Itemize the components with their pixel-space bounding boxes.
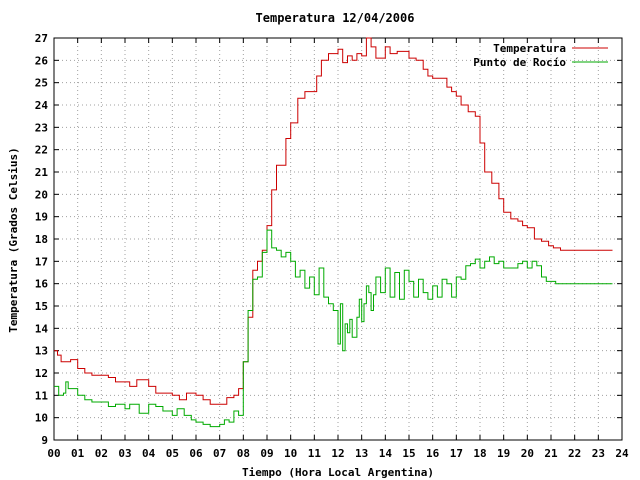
x-tick-label: 19 [497,447,510,460]
legend-label-1: Temperatura [493,42,566,55]
y-tick-label: 23 [35,121,48,134]
x-tick-label: 21 [544,447,558,460]
y-tick-label: 16 [35,278,49,291]
y-axis-label: Temperatura (Grados Celsius) [7,147,20,332]
x-tick-label: 03 [118,447,131,460]
y-tick-label: 27 [35,32,48,45]
x-tick-label: 13 [355,447,368,460]
x-tick-label: 23 [592,447,605,460]
x-tick-label: 14 [379,447,393,460]
y-tick-label: 11 [35,389,49,402]
x-tick-label: 08 [237,447,250,460]
x-tick-label: 04 [142,447,156,460]
y-tick-label: 9 [41,434,48,447]
grid-lines [54,38,622,440]
y-tick-label: 14 [35,322,49,335]
axis-ticks: 00 01 02 03 04 05 06 07 08 09 10 11 12 13 14 15 16 17 18 19… [35,32,629,460]
series-line-2 [54,229,613,428]
y-tick-label: 18 [35,233,48,246]
x-tick-label: 11 [308,447,322,460]
y-tick-label: 24 [35,99,49,112]
y-tick-label: 10 [35,412,48,425]
y-tick-label: 20 [35,188,48,201]
y-tick-label: 22 [35,144,48,157]
legend-label-2: Punto de Rocío [473,56,566,69]
x-tick-label: 10 [284,447,297,460]
y-tick-label: 15 [35,300,48,313]
x-tick-label: 05 [166,447,179,460]
y-tick-label: 19 [35,211,48,224]
y-tick-label: 21 [35,166,49,179]
y-tick-label: 13 [35,345,48,358]
y-tick-label: 26 [35,54,49,67]
x-tick-label: 24 [615,447,629,460]
x-tick-label: 07 [213,447,226,460]
x-tick-label: 12 [331,447,344,460]
x-tick-label: 18 [473,447,486,460]
x-tick-label: 02 [95,447,108,460]
x-tick-label: 06 [189,447,203,460]
x-axis-label: Tiempo (Hora Local Argentina) [242,466,434,479]
x-tick-label: 20 [521,447,534,460]
x-tick-label: 09 [260,447,273,460]
y-tick-label: 17 [35,255,48,268]
chart-title: Temperatura 12/04/2006 [256,11,415,25]
series-line-1 [54,37,613,405]
x-tick-label: 22 [568,447,581,460]
y-tick-label: 12 [35,367,48,380]
x-tick-label: 16 [426,447,440,460]
y-tick-label: 25 [35,77,48,90]
x-tick-label: 15 [402,447,415,460]
series-lines [54,37,613,428]
x-tick-label: 00 [47,447,60,460]
x-tick-label: 01 [71,447,85,460]
x-tick-label: 17 [450,447,463,460]
